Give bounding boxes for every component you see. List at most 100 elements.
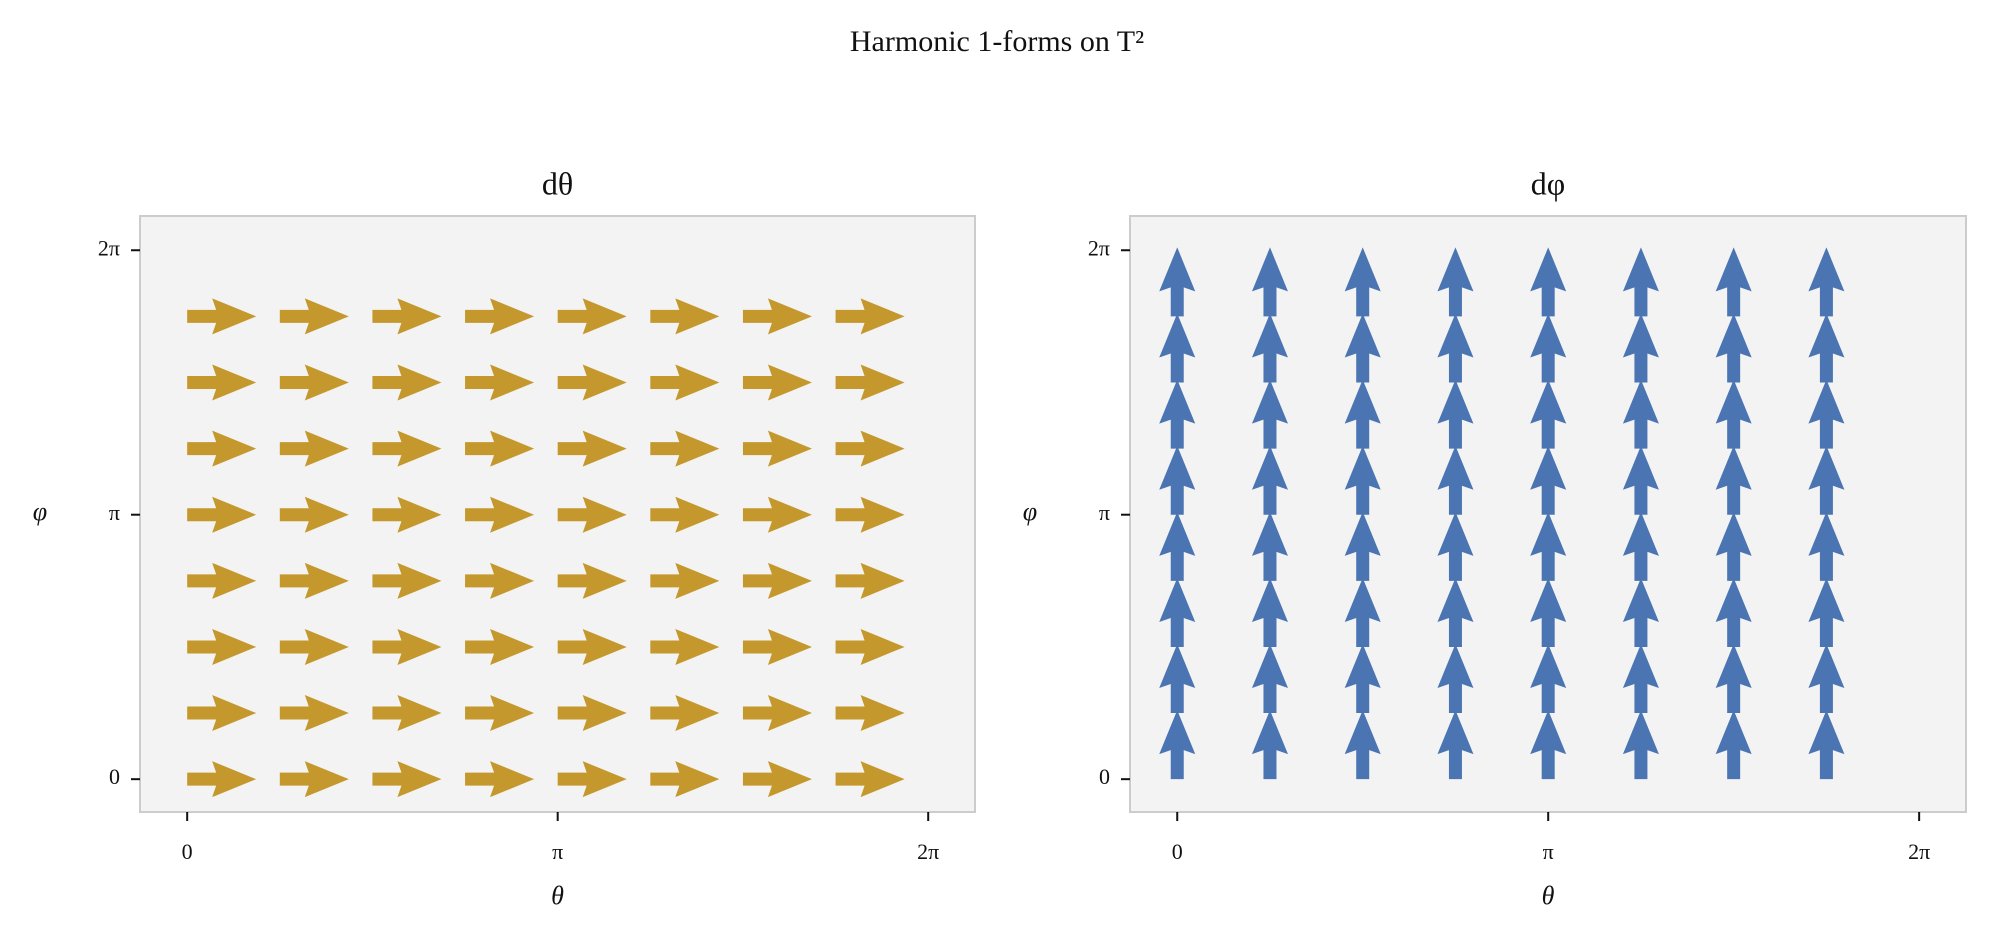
arrow	[1251, 313, 1288, 383]
arrow	[1715, 379, 1752, 449]
y-tick-label: 0	[109, 764, 120, 789]
arrow	[1344, 710, 1381, 780]
arrow	[835, 628, 905, 665]
arrow	[1530, 710, 1567, 780]
arrow	[372, 761, 442, 798]
arrow	[1808, 379, 1845, 449]
x-tick-label: π	[552, 839, 563, 864]
arrow	[279, 298, 349, 335]
arrow	[1344, 247, 1381, 317]
arrow	[1159, 379, 1196, 449]
arrow	[279, 628, 349, 665]
arrow	[1159, 313, 1196, 383]
arrow	[557, 695, 627, 732]
arrow	[1251, 379, 1288, 449]
arrow	[650, 761, 720, 798]
y-axis-label: φ	[1023, 497, 1037, 526]
arrow	[279, 364, 349, 401]
arrow	[742, 761, 812, 798]
arrow	[1715, 445, 1752, 515]
arrow	[1159, 247, 1196, 317]
arrow	[279, 562, 349, 599]
arrow	[187, 364, 257, 401]
arrow	[1622, 247, 1659, 317]
arrow	[835, 695, 905, 732]
arrow	[372, 628, 442, 665]
arrow	[372, 364, 442, 401]
arrow	[1437, 511, 1474, 581]
arrow	[742, 695, 812, 732]
arrow	[1344, 577, 1381, 647]
arrow	[650, 298, 720, 335]
arrow	[1437, 445, 1474, 515]
arrow	[1530, 379, 1567, 449]
arrow	[279, 430, 349, 467]
arrow	[742, 562, 812, 599]
arrow	[557, 562, 627, 599]
arrow	[835, 364, 905, 401]
arrow	[1344, 313, 1381, 383]
arrow	[1159, 511, 1196, 581]
arrow	[557, 364, 627, 401]
arrow	[465, 761, 535, 798]
arrow	[1715, 577, 1752, 647]
y-tick-label: π	[1099, 500, 1110, 525]
arrow	[557, 430, 627, 467]
arrow	[557, 761, 627, 798]
arrow	[1715, 710, 1752, 780]
arrow	[1622, 313, 1659, 383]
arrow	[279, 496, 349, 533]
arrow	[1808, 313, 1845, 383]
x-tick-label: 0	[1172, 839, 1183, 864]
arrow	[1715, 511, 1752, 581]
arrow	[1159, 445, 1196, 515]
arrow	[1622, 511, 1659, 581]
arrow	[1344, 644, 1381, 714]
arrow	[1251, 247, 1288, 317]
arrow	[1251, 511, 1288, 581]
arrow	[1251, 710, 1288, 780]
y-tick-label: 2π	[1088, 235, 1110, 260]
arrow	[1437, 644, 1474, 714]
arrow	[1344, 379, 1381, 449]
arrow	[465, 430, 535, 467]
arrow	[279, 761, 349, 798]
arrow	[1808, 710, 1845, 780]
x-axis-label: θ	[551, 881, 564, 910]
arrow	[465, 695, 535, 732]
y-axis-label: φ	[33, 497, 47, 526]
arrow	[1437, 577, 1474, 647]
y-tick-label: 0	[1099, 764, 1110, 789]
arrow	[187, 496, 257, 533]
arrow	[372, 562, 442, 599]
arrow	[835, 298, 905, 335]
arrow	[1622, 379, 1659, 449]
arrow	[465, 364, 535, 401]
y-tick-label: 2π	[98, 235, 120, 260]
arrow	[1808, 445, 1845, 515]
arrow	[650, 695, 720, 732]
x-tick-label: 0	[182, 839, 193, 864]
arrow	[835, 430, 905, 467]
arrow	[650, 430, 720, 467]
figure-title: Harmonic 1-forms on T²	[850, 25, 1144, 58]
arrow	[650, 628, 720, 665]
arrow	[650, 364, 720, 401]
arrow	[187, 562, 257, 599]
arrow	[1344, 445, 1381, 515]
arrow	[1622, 710, 1659, 780]
arrow	[650, 562, 720, 599]
arrow	[187, 298, 257, 335]
arrow	[187, 430, 257, 467]
arrow	[1251, 644, 1288, 714]
arrow	[1715, 313, 1752, 383]
arrow	[1622, 577, 1659, 647]
arrow	[1530, 511, 1567, 581]
arrow	[465, 298, 535, 335]
arrow	[835, 562, 905, 599]
arrow	[557, 298, 627, 335]
arrow	[465, 628, 535, 665]
arrow	[372, 298, 442, 335]
arrow	[1622, 644, 1659, 714]
arrow	[465, 562, 535, 599]
